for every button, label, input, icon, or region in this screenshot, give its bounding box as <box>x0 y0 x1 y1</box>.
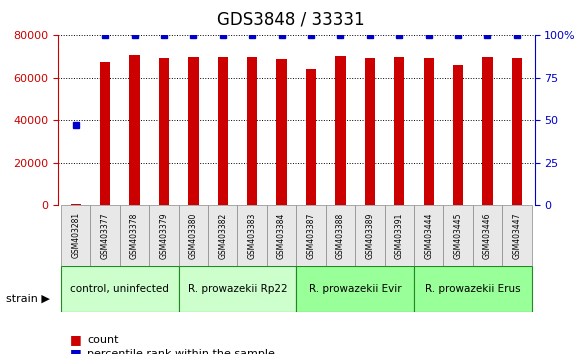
Text: strain ▶: strain ▶ <box>6 294 50 304</box>
FancyBboxPatch shape <box>385 205 414 266</box>
Text: GSM403388: GSM403388 <box>336 212 345 258</box>
FancyBboxPatch shape <box>414 205 443 266</box>
Bar <box>453 65 463 205</box>
Bar <box>277 59 287 205</box>
Text: GSM403447: GSM403447 <box>512 212 521 259</box>
FancyBboxPatch shape <box>502 205 532 266</box>
Text: ■: ■ <box>70 348 81 354</box>
Text: GSM403445: GSM403445 <box>454 212 462 259</box>
Text: GSM403384: GSM403384 <box>277 212 286 259</box>
Bar <box>512 58 522 205</box>
Text: GSM403377: GSM403377 <box>101 212 110 259</box>
Text: GSM403281: GSM403281 <box>71 212 80 258</box>
Bar <box>424 58 434 205</box>
FancyBboxPatch shape <box>179 266 296 312</box>
Bar <box>247 57 257 205</box>
Text: GSM403387: GSM403387 <box>307 212 315 259</box>
FancyBboxPatch shape <box>179 205 208 266</box>
Bar <box>365 58 375 205</box>
Bar <box>100 62 110 205</box>
FancyBboxPatch shape <box>267 205 296 266</box>
Bar <box>71 204 81 205</box>
FancyBboxPatch shape <box>91 205 120 266</box>
FancyBboxPatch shape <box>61 266 179 312</box>
Text: percentile rank within the sample: percentile rank within the sample <box>87 349 275 354</box>
FancyBboxPatch shape <box>355 205 385 266</box>
Text: GSM403379: GSM403379 <box>159 212 168 259</box>
Text: GSM403389: GSM403389 <box>365 212 374 259</box>
FancyBboxPatch shape <box>473 205 502 266</box>
Bar <box>306 69 316 205</box>
Bar <box>394 57 404 205</box>
Bar <box>159 58 169 205</box>
Text: GSM403380: GSM403380 <box>189 212 198 259</box>
Text: R. prowazekii Evir: R. prowazekii Evir <box>309 284 401 293</box>
Text: GDS3848 / 33331: GDS3848 / 33331 <box>217 11 364 29</box>
Bar <box>335 56 346 205</box>
Bar <box>482 57 493 205</box>
FancyBboxPatch shape <box>120 205 149 266</box>
FancyBboxPatch shape <box>296 266 414 312</box>
FancyBboxPatch shape <box>61 205 91 266</box>
FancyBboxPatch shape <box>208 205 238 266</box>
FancyBboxPatch shape <box>149 205 179 266</box>
Text: GSM403383: GSM403383 <box>248 212 257 259</box>
FancyBboxPatch shape <box>414 266 532 312</box>
Text: count: count <box>87 335 119 345</box>
Text: ■: ■ <box>70 333 81 346</box>
FancyBboxPatch shape <box>443 205 473 266</box>
Bar <box>218 57 228 205</box>
Text: GSM403446: GSM403446 <box>483 212 492 259</box>
FancyBboxPatch shape <box>296 205 326 266</box>
Bar <box>130 55 139 205</box>
FancyBboxPatch shape <box>238 205 267 266</box>
Text: GSM403382: GSM403382 <box>218 212 227 258</box>
Text: R. prowazekii Erus: R. prowazekii Erus <box>425 284 521 293</box>
Text: control, uninfected: control, uninfected <box>70 284 169 293</box>
Text: R. prowazekii Rp22: R. prowazekii Rp22 <box>188 284 288 293</box>
Bar <box>188 57 199 205</box>
FancyBboxPatch shape <box>326 205 355 266</box>
Text: GSM403391: GSM403391 <box>394 212 404 259</box>
Text: GSM403444: GSM403444 <box>424 212 433 259</box>
Text: GSM403378: GSM403378 <box>130 212 139 259</box>
